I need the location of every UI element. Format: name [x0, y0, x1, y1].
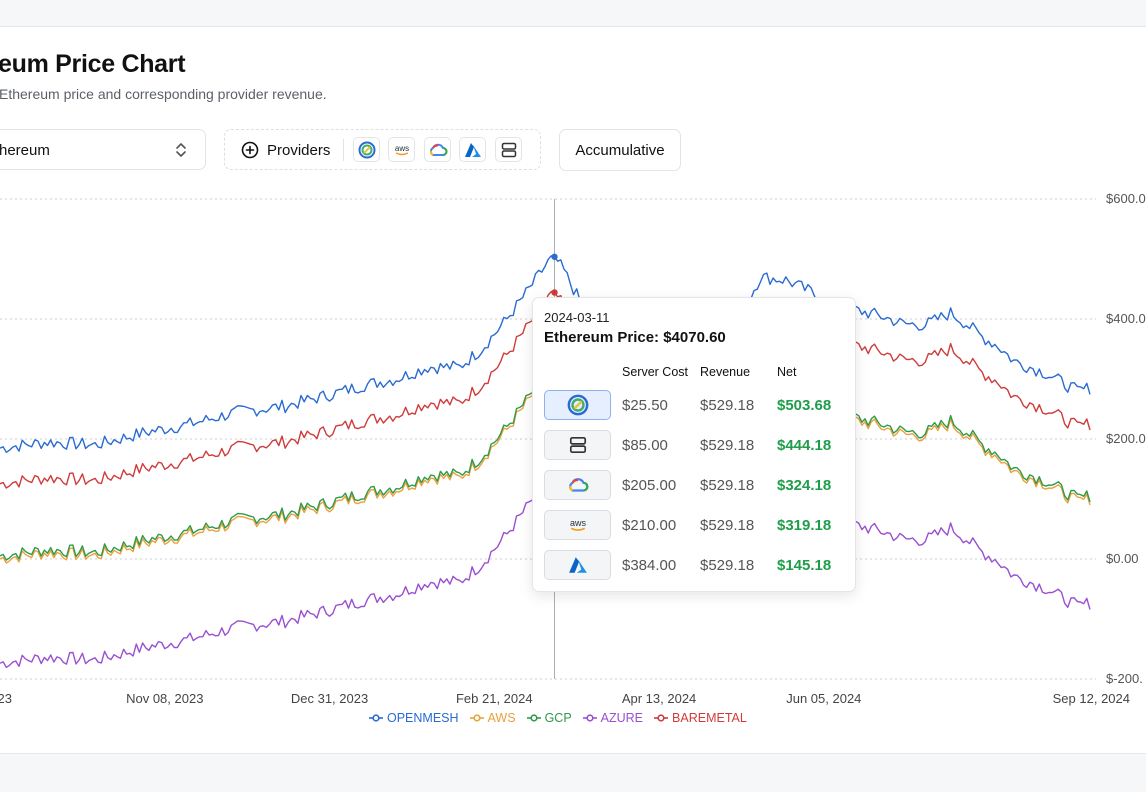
azure-icon — [464, 142, 481, 157]
tooltip-row: $25.50 $529.18 $503.68 — [533, 390, 855, 424]
tooltip-row: $384.00 $529.18 $145.18 — [533, 550, 855, 584]
legend-line-circle-icon — [469, 714, 484, 722]
legend-label: BAREMETAL — [672, 711, 747, 725]
legend-item-gcp[interactable]: GCP — [526, 711, 572, 725]
y-tick-label: $-200. — [1106, 671, 1143, 686]
asset-select-value: hereum — [0, 142, 50, 159]
x-tick-label: Feb 21, 2024 — [456, 691, 533, 706]
legend-item-azure[interactable]: AZURE — [582, 711, 643, 725]
chevron-up-down-icon — [176, 143, 186, 157]
x-tick-label: Dec 31, 2023 — [291, 691, 368, 706]
providers-label: Providers — [267, 142, 331, 159]
legend-item-aws[interactable]: AWS — [469, 711, 516, 725]
tooltip-row: $85.00 $529.18 $444.18 — [533, 430, 855, 464]
baremetal-icon — [544, 430, 611, 460]
gcp-icon — [544, 470, 611, 500]
y-tick-label: $0.00 — [1106, 551, 1139, 566]
aws-icon: aws — [544, 510, 611, 540]
tooltip-price: Ethereum Price: $4070.60 — [544, 329, 726, 346]
tooltip-revenue: $529.18 — [700, 517, 755, 534]
provider-azure-toggle[interactable] — [459, 137, 486, 162]
hover-point-openmesh — [551, 253, 558, 260]
gcp-icon — [429, 143, 447, 156]
y-tick-label: $200.0 — [1106, 431, 1146, 446]
chart-legend: OPENMESH AWS GCP AZURE BAREMETAL — [368, 711, 747, 725]
svg-text:aws: aws — [569, 518, 586, 528]
providers-filter[interactable]: Providers aws — [224, 129, 541, 170]
asset-select[interactable]: hereum — [0, 129, 206, 170]
tooltip-server-cost: $205.00 — [622, 477, 677, 494]
legend-label: OPENMESH — [387, 711, 459, 725]
tooltip-net: $503.68 — [777, 397, 832, 414]
tooltip-net: $444.18 — [777, 437, 832, 454]
tooltip-revenue: $529.18 — [700, 397, 755, 414]
tooltip-net: $324.18 — [777, 477, 832, 494]
tooltip-row: $205.00 $529.18 $324.18 — [533, 470, 855, 504]
tooltip-server-cost: $210.00 — [622, 517, 677, 534]
chart-tooltip: 2024-03-11 Ethereum Price: $4070.60 Serv… — [532, 297, 856, 592]
tooltip-date: 2024-03-11 — [544, 310, 610, 325]
tooltip-header-revenue: Revenue — [700, 365, 751, 379]
tooltip-row: aws $210.00 $529.18 $319.18 — [533, 510, 855, 544]
series-line-openmesh — [0, 255, 1091, 453]
tooltip-revenue: $529.18 — [700, 437, 755, 454]
provider-gcp-toggle[interactable] — [424, 137, 451, 162]
tooltip-server-cost: $85.00 — [622, 437, 668, 454]
tooltip-net: $319.18 — [777, 517, 832, 534]
x-tick-label: Sep 12, 2024 — [1053, 691, 1130, 706]
top-bar — [0, 0, 1146, 27]
aws-icon: aws — [394, 144, 409, 155]
page-subtitle: Ethereum price and corresponding provide… — [0, 86, 327, 102]
azure-icon — [544, 550, 611, 580]
tooltip-server-cost: $384.00 — [622, 557, 677, 574]
divider — [343, 139, 344, 161]
accumulative-button[interactable]: Accumulative — [559, 129, 681, 171]
y-tick-label: $400.0 — [1106, 311, 1146, 326]
tooltip-header-cost: Server Cost — [622, 365, 688, 379]
legend-line-circle-icon — [582, 714, 597, 722]
tooltip-header-net: Net — [777, 365, 797, 379]
baremetal-icon — [501, 142, 516, 157]
y-tick-label: $600.0 — [1106, 191, 1146, 206]
tooltip-server-cost: $25.50 — [622, 397, 668, 414]
x-tick-label: Jun 05, 2024 — [786, 691, 861, 706]
provider-aws-toggle[interactable]: aws — [388, 137, 415, 162]
openmesh-icon — [544, 390, 611, 420]
legend-label: AZURE — [600, 711, 644, 725]
x-tick-label: Nov 08, 2023 — [126, 691, 203, 706]
legend-label: GCP — [544, 711, 572, 725]
provider-openmesh-toggle[interactable] — [353, 137, 380, 162]
hover-point-baremetal — [551, 289, 558, 296]
x-tick-label: Apr 13, 2024 — [622, 691, 696, 706]
legend-line-circle-icon — [654, 714, 669, 722]
legend-item-openmesh[interactable]: OPENMESH — [368, 711, 459, 725]
provider-baremetal-toggle[interactable] — [495, 137, 522, 162]
openmesh-icon — [358, 141, 375, 158]
svg-text:aws: aws — [394, 144, 408, 153]
page-title: eum Price Chart — [0, 50, 186, 78]
legend-line-circle-icon — [369, 714, 383, 722]
plus-circle-icon — [241, 141, 259, 159]
tooltip-revenue: $529.18 — [700, 557, 755, 574]
legend-label: AWS — [487, 711, 516, 725]
legend-item-baremetal[interactable]: BAREMETAL — [653, 711, 747, 725]
x-tick-label: 23 — [0, 691, 12, 706]
legend-line-circle-icon — [526, 714, 541, 722]
tooltip-net: $145.18 — [777, 557, 832, 574]
tooltip-revenue: $529.18 — [700, 477, 755, 494]
